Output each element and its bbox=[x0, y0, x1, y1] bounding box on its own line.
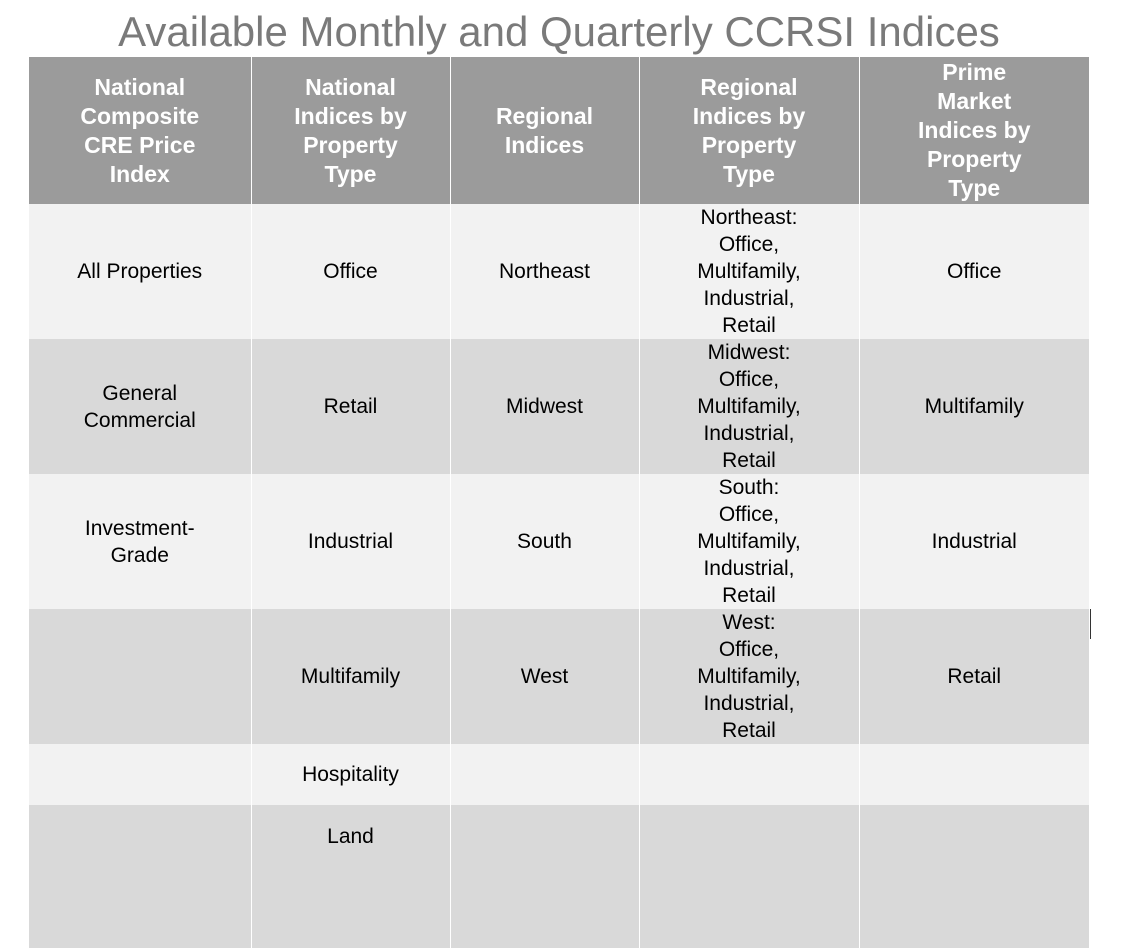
cell-text: West bbox=[520, 665, 569, 688]
table-cell bbox=[449, 805, 640, 948]
table-cell: Office bbox=[858, 204, 1089, 339]
cell-text: Land bbox=[327, 825, 374, 848]
table-row: All Properties Office Northeast Northeas… bbox=[29, 204, 1089, 339]
table-cell: Land bbox=[250, 805, 451, 948]
column-header-regional-by-type: Regional Indices by Property Type bbox=[638, 57, 860, 204]
table-cell: Midwest: Office, Multifamily, Industrial… bbox=[638, 339, 860, 474]
cell-text: Industrial bbox=[307, 530, 394, 553]
column-header-national-composite: National Composite CRE Price Index bbox=[29, 57, 252, 204]
table-cell: West bbox=[449, 609, 640, 744]
column-header-national-by-type: National Indices by Property Type bbox=[250, 57, 451, 204]
table-cell: Investment- Grade bbox=[29, 474, 252, 609]
table-cell: Hospitality bbox=[250, 744, 451, 805]
indices-table: National Composite CRE Price Index Natio… bbox=[29, 57, 1089, 948]
cell-text: All Properties bbox=[77, 260, 203, 283]
cell-text: Industrial bbox=[931, 530, 1017, 553]
table-cell: General Commercial bbox=[29, 339, 252, 474]
column-header-label: National Indices by Property Type bbox=[294, 73, 407, 187]
table-cell: Office bbox=[250, 204, 451, 339]
table-cell: Multifamily bbox=[250, 609, 451, 744]
column-header-regional: Regional Indices bbox=[449, 57, 640, 204]
text-cursor bbox=[1090, 609, 1091, 639]
table-cell: Industrial bbox=[250, 474, 451, 609]
cell-text: Office bbox=[323, 260, 378, 283]
table-cell bbox=[858, 744, 1089, 805]
cell-text: Hospitality bbox=[302, 763, 399, 786]
table-header-row: National Composite CRE Price Index Natio… bbox=[29, 57, 1089, 204]
table-cell: Midwest bbox=[449, 339, 640, 474]
cell-text: Multifamily bbox=[924, 395, 1024, 418]
table-row: General Commercial Retail Midwest Midwes… bbox=[29, 339, 1089, 474]
table-cell: Northeast: Office, Multifamily, Industri… bbox=[638, 204, 860, 339]
table-cell bbox=[29, 609, 252, 744]
table-cell: Northeast bbox=[449, 204, 640, 339]
table-cell: Retail bbox=[858, 609, 1089, 744]
table-cell: Industrial bbox=[858, 474, 1089, 609]
column-header-label: Regional Indices bbox=[495, 102, 594, 158]
cell-text: Retail bbox=[323, 395, 378, 418]
column-header-prime-market: Prime Market Indices by Property Type bbox=[858, 57, 1089, 204]
table-cell: South: Office, Multifamily, Industrial, … bbox=[638, 474, 860, 609]
cell-text: Retail bbox=[947, 665, 1002, 688]
table-cell: All Properties bbox=[29, 204, 252, 339]
table-cell: West: Office, Multifamily, Industrial, R… bbox=[638, 609, 860, 744]
column-header-label: Regional Indices by Property Type bbox=[692, 73, 806, 187]
table-cell: South bbox=[449, 474, 640, 609]
cell-text: Northeast: Office, Multifamily, Industri… bbox=[697, 206, 801, 337]
table-cell bbox=[29, 805, 252, 948]
page-title: Available Monthly and Quarterly CCRSI In… bbox=[118, 8, 1000, 55]
table-cell bbox=[858, 805, 1089, 948]
cell-text: Investment- Grade bbox=[84, 516, 195, 567]
table-row: Investment- Grade Industrial South South… bbox=[29, 474, 1089, 609]
cell-text: Office bbox=[947, 260, 1002, 283]
table-row: Multifamily West West: Office, Multifami… bbox=[29, 609, 1089, 744]
table-row: Land bbox=[29, 805, 1089, 948]
cell-text: Northeast bbox=[498, 260, 591, 283]
cell-text: West: Office, Multifamily, Industrial, R… bbox=[697, 611, 801, 742]
table-cell bbox=[638, 744, 860, 805]
cell-text: General Commercial bbox=[83, 381, 196, 432]
table-cell bbox=[29, 744, 252, 805]
table-row: Hospitality bbox=[29, 744, 1089, 805]
cell-text: Midwest bbox=[505, 395, 584, 418]
table-cell bbox=[638, 805, 860, 948]
table-cell bbox=[449, 744, 640, 805]
table-cell: Retail bbox=[250, 339, 451, 474]
cell-text: South bbox=[517, 530, 572, 553]
column-header-label: National Composite CRE Price Index bbox=[80, 73, 200, 187]
cell-text: Multifamily bbox=[300, 665, 401, 688]
column-header-label: Prime Market Indices by Property Type bbox=[918, 59, 1031, 201]
cell-text: South: Office, Multifamily, Industrial, … bbox=[697, 476, 801, 607]
table-cell: Multifamily bbox=[858, 339, 1089, 474]
cell-text: Midwest: Office, Multifamily, Industrial… bbox=[697, 341, 801, 472]
